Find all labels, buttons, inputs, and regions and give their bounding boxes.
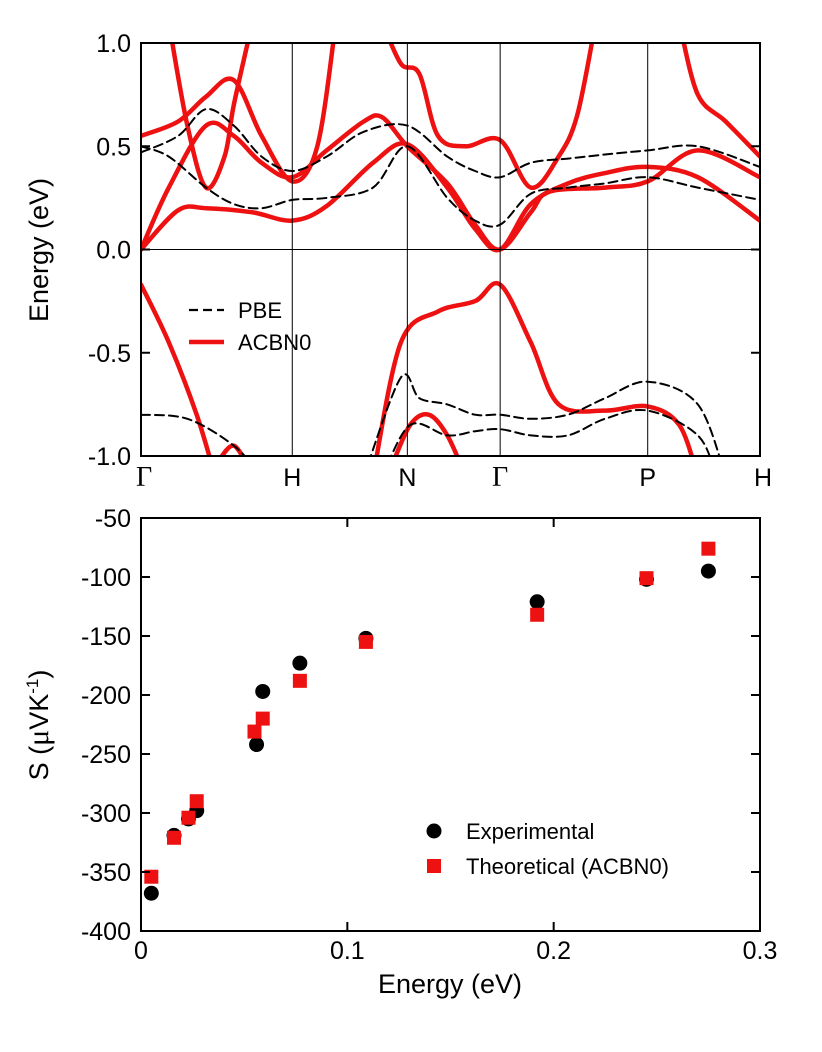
band-y-tick-label: -0.5 bbox=[88, 340, 131, 368]
legend-theoretical-marker bbox=[427, 859, 441, 873]
band-y-axis: -1.0 -0.5 0.0 0.5 1.0 bbox=[88, 30, 760, 471]
band-y-axis-title: Energy (eV) bbox=[24, 178, 54, 322]
pbe-band-5 bbox=[390, 408, 711, 456]
seebeck-x-tick-label: 0.2 bbox=[536, 937, 571, 965]
legend-experimental-label: Experimental bbox=[466, 819, 594, 844]
experimental-point bbox=[249, 737, 265, 753]
band-lines bbox=[141, 43, 760, 456]
theoretical-point bbox=[358, 634, 373, 649]
seebeck-y-tick-label: -150 bbox=[81, 623, 131, 651]
acbn0-band-2 bbox=[141, 113, 760, 252]
legend-acbn0-label: ACBN0 bbox=[238, 330, 311, 355]
seebeck-x-axis-title: Energy (eV) bbox=[378, 969, 522, 999]
seebeck-y-tick-label: -50 bbox=[95, 505, 131, 533]
pbe-band-1 bbox=[141, 145, 760, 228]
experimental-point bbox=[529, 594, 545, 610]
band-legend: PBE ACBN0 bbox=[189, 298, 311, 355]
seebeck-y-title-close: ) bbox=[24, 670, 54, 679]
seebeck-x-axis: 0 0.1 0.2 0.3 bbox=[134, 518, 777, 965]
seebeck-y-tick-label: -100 bbox=[81, 564, 131, 592]
seebeck-y-tick-label: -300 bbox=[81, 800, 131, 828]
legend-pbe-label: PBE bbox=[238, 298, 282, 323]
theoretical-point bbox=[189, 794, 204, 809]
seebeck-y-title-unit: VK bbox=[24, 694, 54, 730]
acbn0-band-6 bbox=[681, 43, 760, 159]
theoretical-point bbox=[144, 869, 159, 884]
high-symmetry-lines bbox=[291, 43, 649, 456]
kpath-label-3: Γ bbox=[492, 462, 508, 493]
experimental-point bbox=[143, 885, 159, 901]
seebeck-y-tick-label: -250 bbox=[81, 741, 131, 769]
band-y-tick-label: 0.0 bbox=[96, 237, 131, 265]
seebeck-x-tick-label: 0.1 bbox=[330, 937, 365, 965]
theoretical-point bbox=[292, 673, 307, 688]
theoretical-point bbox=[530, 607, 545, 622]
experimental-point bbox=[700, 563, 716, 579]
seebeck-y-tick-label: -400 bbox=[81, 918, 131, 946]
seebeck-panel: -400-350-300-250-200-150-100-50 0 0.1 0.2 0… bbox=[22, 505, 777, 999]
band-y-tick-label: 0.5 bbox=[96, 133, 131, 161]
seebeck-y-title-main: S ( bbox=[24, 746, 54, 781]
legend-theoretical-label: Theoretical (ACBN0) bbox=[466, 854, 669, 879]
acbn0-band-7 bbox=[141, 282, 212, 456]
band-structure-panel: -1.0 -0.5 0.0 0.5 1.0 Γ H N Γ P H Energy (eV) PBE… bbox=[24, 30, 772, 493]
seebeck-legend: Experimental Theoretical (ACBN0) bbox=[426, 819, 669, 879]
acbn0-band-5 bbox=[388, 43, 595, 190]
kpath-label-2: N bbox=[398, 464, 416, 492]
seebeck-y-title-mu: μ bbox=[22, 730, 55, 746]
acbn0-band-9 bbox=[393, 412, 460, 456]
acbn0-band-8 bbox=[374, 280, 695, 456]
band-y-tick-label: -1.0 bbox=[88, 443, 131, 471]
seebeck-y-axis-title: S (μVK-1) bbox=[22, 670, 55, 781]
acbn0-band-10 bbox=[219, 443, 245, 456]
pbe-band-2 bbox=[141, 107, 760, 179]
theoretical-point bbox=[255, 711, 270, 726]
experimental-point bbox=[292, 655, 308, 671]
theoretical-point bbox=[247, 724, 262, 739]
kpath-label-5: H bbox=[754, 464, 772, 492]
seebeck-data-points bbox=[143, 541, 716, 901]
seebeck-y-tick-label: -350 bbox=[81, 859, 131, 887]
pbe-band-3 bbox=[141, 413, 247, 456]
theoretical-point bbox=[181, 810, 196, 825]
theoretical-point bbox=[701, 541, 716, 556]
acbn0-band-4 bbox=[170, 43, 250, 191]
theoretical-point bbox=[639, 571, 654, 586]
seebeck-x-tick-label: 0.3 bbox=[743, 937, 778, 965]
seebeck-y-title-exp: -1 bbox=[23, 679, 42, 694]
kpath-label-0: Γ bbox=[136, 462, 152, 493]
band-y-tick-label: 1.0 bbox=[96, 30, 131, 58]
seebeck-y-tick-label: -200 bbox=[81, 682, 131, 710]
theoretical-point bbox=[167, 830, 182, 845]
seebeck-plot-frame bbox=[140, 517, 761, 932]
legend-experimental-marker bbox=[426, 823, 442, 839]
seebeck-x-tick-label: 0 bbox=[134, 937, 148, 965]
experimental-point bbox=[255, 683, 271, 699]
seebeck-y-axis: -400 -350 -300 -250 -200 -150 -100 -50 bbox=[81, 505, 760, 946]
kpath-label-4: P bbox=[639, 464, 656, 492]
pbe-band-4 bbox=[369, 373, 721, 456]
kpath-label-1: H bbox=[283, 464, 301, 492]
acbn0-band-1 bbox=[141, 141, 760, 253]
